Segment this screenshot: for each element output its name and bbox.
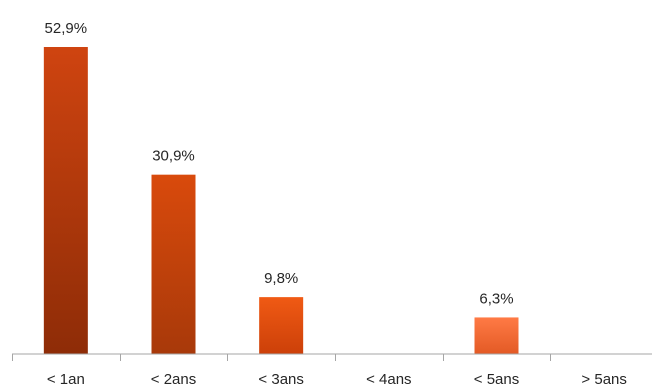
category-label: < 4ans: [366, 371, 411, 388]
bar: [474, 317, 519, 354]
category-label: < 2ans: [151, 371, 196, 388]
category-label: < 5ans: [474, 371, 519, 388]
bar: [151, 174, 196, 354]
bar: [259, 297, 304, 354]
category-label: < 3ans: [258, 371, 303, 388]
category-label: < 1an: [47, 371, 85, 388]
data-label: 9,8%: [264, 270, 298, 287]
category-label: > 5ans: [581, 371, 626, 388]
bar: [43, 47, 88, 354]
x-axis-ticks-group: [12, 354, 551, 361]
value-labels-group: 52,9% 30,9% 9,8% 6,3%: [45, 20, 514, 307]
bars-group: [43, 47, 519, 354]
category-labels-group: < 1an < 2ans < 3ans < 4ans < 5ans > 5ans: [47, 371, 627, 388]
data-label: 6,3%: [479, 290, 513, 307]
data-label: 30,9%: [152, 148, 195, 165]
data-label: 52,9%: [45, 20, 88, 37]
